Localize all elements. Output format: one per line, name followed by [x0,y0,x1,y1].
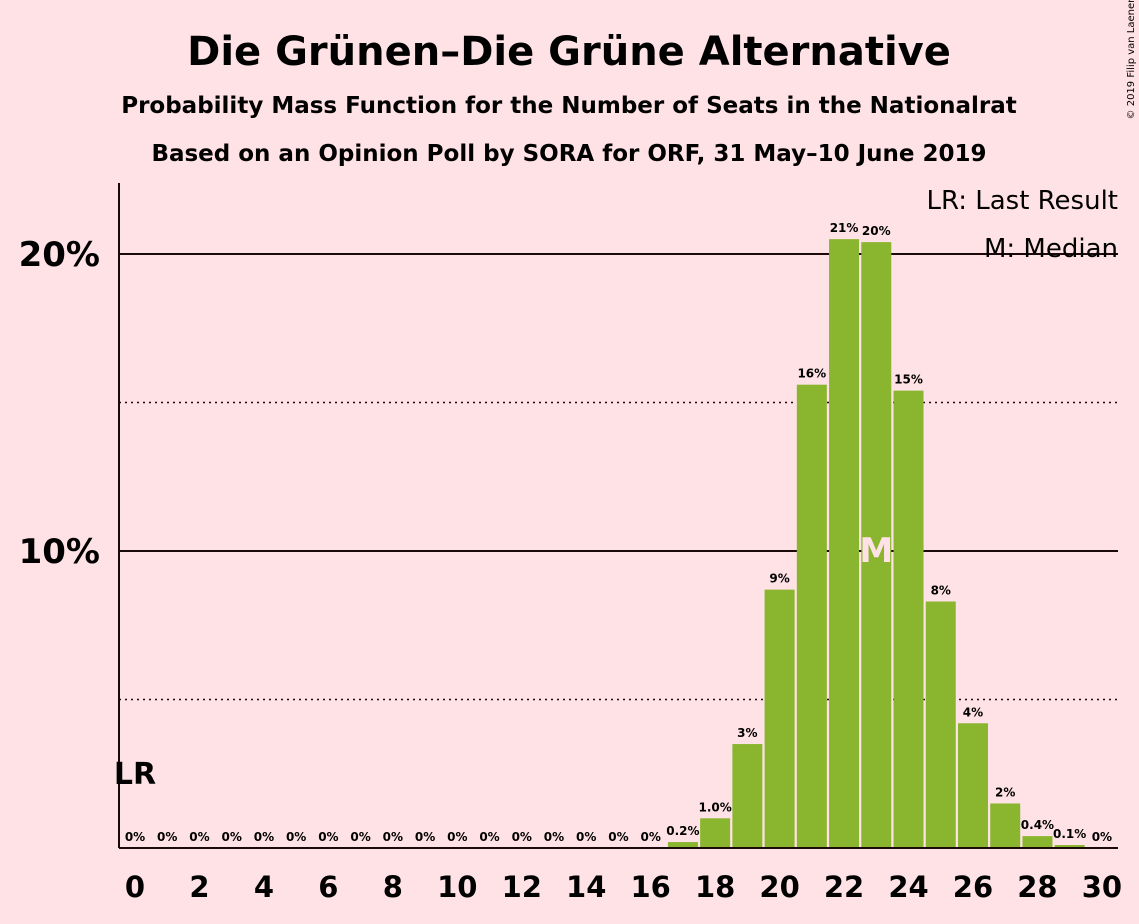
x-tick-label: 6 [318,870,338,904]
bar-value-label: 0% [447,830,467,844]
x-tick-label: 18 [695,870,735,904]
x-tick-label: 16 [631,870,671,904]
bar-value-label: 3% [737,726,757,740]
bar-value-label: 16% [797,367,826,381]
x-tick-label: 14 [566,870,606,904]
bar-value-label: 0% [254,830,274,844]
chart-subtitle: Probability Mass Function for the Number… [121,93,1017,119]
bar [732,744,763,848]
median-marker: M [859,531,893,571]
x-tick-label: 30 [1082,870,1122,904]
y-tick-label: 10% [19,532,100,572]
bar-value-label: 0% [576,830,596,844]
bar-value-label: 0% [544,830,564,844]
bar-value-label: 20% [862,224,891,238]
bar-value-label: 0% [608,830,628,844]
x-tick-label: 0 [125,870,145,904]
bar-value-label: 0% [157,830,177,844]
bar-value-label: 0% [640,830,660,844]
x-tick-label: 8 [383,870,403,904]
bar-value-label: 0% [479,830,499,844]
y-tick-label: 20% [19,235,100,275]
bar-value-label: 0% [222,830,242,844]
x-tick-label: 26 [953,870,993,904]
bar-value-label: 2% [995,785,1015,799]
bar-value-label: 1.0% [698,800,731,814]
bar-labels-group: 0% 0% 0% 0% 0% 0% 0% 0% 0% 0% 0% 0% 0% 0% 0% 0% 0% 0.2% 1.… [125,221,1112,844]
bar [829,239,860,848]
x-tick-label: 20 [759,870,799,904]
bar [796,384,827,848]
grid-lines: 10% 20% [19,235,1118,701]
bar [861,242,892,848]
x-tick-label: 28 [1017,870,1057,904]
bar-value-label: 9% [769,572,789,586]
bar-value-label: 0% [318,830,338,844]
x-tick-label: 22 [824,870,864,904]
bar-value-label: 0.2% [666,824,699,838]
bar [990,803,1021,848]
bar-value-label: 0% [415,830,435,844]
bar [700,818,731,848]
last-result-marker: LR [114,757,156,792]
bar [1022,836,1053,848]
bar-value-label: 0.4% [1021,818,1054,832]
legend-median: M: Median [984,234,1118,264]
bar [667,842,698,848]
bar-value-label: 0% [1092,830,1112,844]
bar-value-label: 0% [286,830,306,844]
bar-value-label: 0% [125,830,145,844]
x-tick-label: 12 [502,870,542,904]
legend-last-result: LR: Last Result [926,186,1118,216]
bar-value-label: 0% [512,830,532,844]
bars-group [667,239,1085,848]
bar-value-label: 0% [383,830,403,844]
bar-value-label: 21% [830,221,859,235]
x-tick-label: 10 [437,870,477,904]
bar-value-label: 0.1% [1053,827,1086,841]
bar-value-label: 0% [189,830,209,844]
bar-value-label: 0% [350,830,370,844]
chart-subtitle-2: Based on an Opinion Poll by SORA for ORF… [151,141,986,167]
bar [957,723,988,848]
bar [764,589,795,848]
bar [893,390,924,848]
bar [925,601,956,848]
chart-title: Die Grünen–Die Grüne Alternative [187,29,951,75]
bar-value-label: 15% [894,373,923,387]
bar [1054,845,1085,848]
x-tick-label: 4 [254,870,274,904]
bar-value-label: 8% [931,583,951,597]
copyright-text: © 2019 Filip van Laenen [1126,0,1137,119]
x-tick-label: 2 [189,870,209,904]
bar-value-label: 4% [963,705,983,719]
x-tick-label: 24 [888,870,928,904]
